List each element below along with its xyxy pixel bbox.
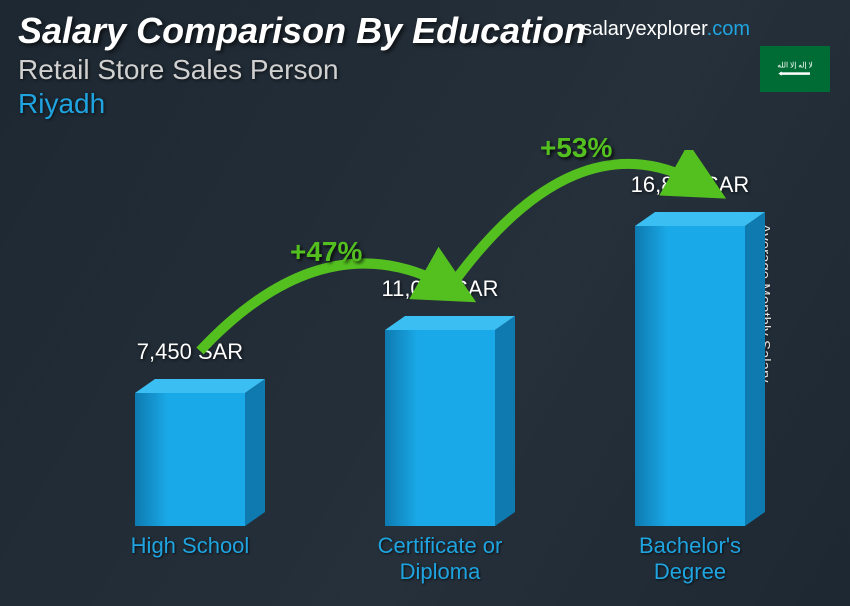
bar (135, 393, 245, 526)
source-attribution: salaryexplorer.com (582, 18, 750, 41)
flag-icon: لا إله إلا الله (760, 46, 830, 92)
chart-subtitle: Retail Store Sales Person (18, 54, 832, 86)
bar-chart: 7,450 SAR High School 11,000 SAR Certificat… (60, 150, 790, 586)
bar-value-label: 16,800 SAR (600, 172, 780, 198)
category-label: Bachelor'sDegree (600, 533, 780, 584)
svg-text:لا إله إلا الله: لا إله إلا الله (777, 60, 813, 69)
source-name: salaryexplorer (582, 18, 707, 40)
percent-increase-label: +47% (290, 236, 362, 268)
bar-value-label: 7,450 SAR (100, 339, 280, 365)
chart-location: Riyadh (18, 88, 832, 120)
category-label: Certificate orDiploma (350, 533, 530, 584)
percent-increase-label: +53% (540, 132, 612, 164)
bar (385, 330, 495, 526)
bar-value-label: 11,000 SAR (350, 276, 530, 302)
category-label: High School (100, 533, 280, 558)
source-domain: .com (707, 18, 750, 40)
bar (635, 226, 745, 526)
